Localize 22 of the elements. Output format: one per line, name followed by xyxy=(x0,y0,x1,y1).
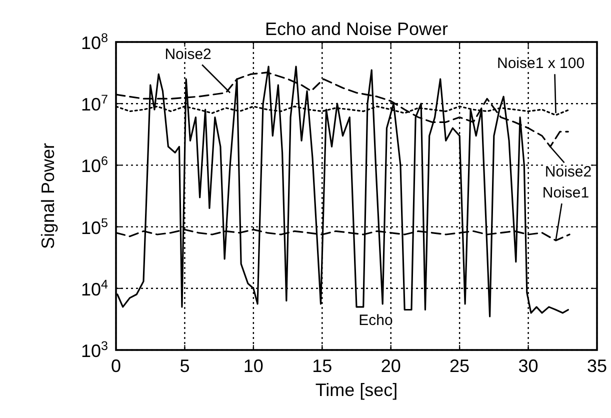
y-tick-label: 10$^{7}$ xyxy=(80,92,108,115)
x-tick-label: 30 xyxy=(518,356,538,376)
x-tick-label: 10 xyxy=(243,356,264,376)
annotation: Noise2 xyxy=(164,46,212,63)
y-tick-label: 10$^{5}$ xyxy=(80,216,108,238)
annotation: Noise2 xyxy=(544,164,592,181)
y-tick-label: 10$^{8}$ xyxy=(80,31,108,53)
x-tick-label: 25 xyxy=(450,356,470,376)
x-tick-label: 15 xyxy=(312,356,332,376)
annotation: Noise1 x 100 xyxy=(496,55,585,72)
y-tick-label: 10$^{6}$ xyxy=(80,154,108,176)
x-tick-label: 5 xyxy=(180,356,190,376)
y-axis-title: Signal Power xyxy=(38,142,58,250)
y-tick-label: 10$^{4}$ xyxy=(80,277,108,300)
y-tick-label: 10$^{3}$ xyxy=(80,339,108,361)
x-tick-label: 20 xyxy=(380,356,401,376)
x-tick-label: 35 xyxy=(586,356,608,376)
annotation: Echo xyxy=(358,312,393,329)
chart-title: Echo and Noise Power xyxy=(264,19,448,39)
x-axis-title: Time [sec] xyxy=(315,380,398,400)
annotation: Noise1 xyxy=(542,184,590,202)
x-tick-label: 0 xyxy=(110,356,122,376)
